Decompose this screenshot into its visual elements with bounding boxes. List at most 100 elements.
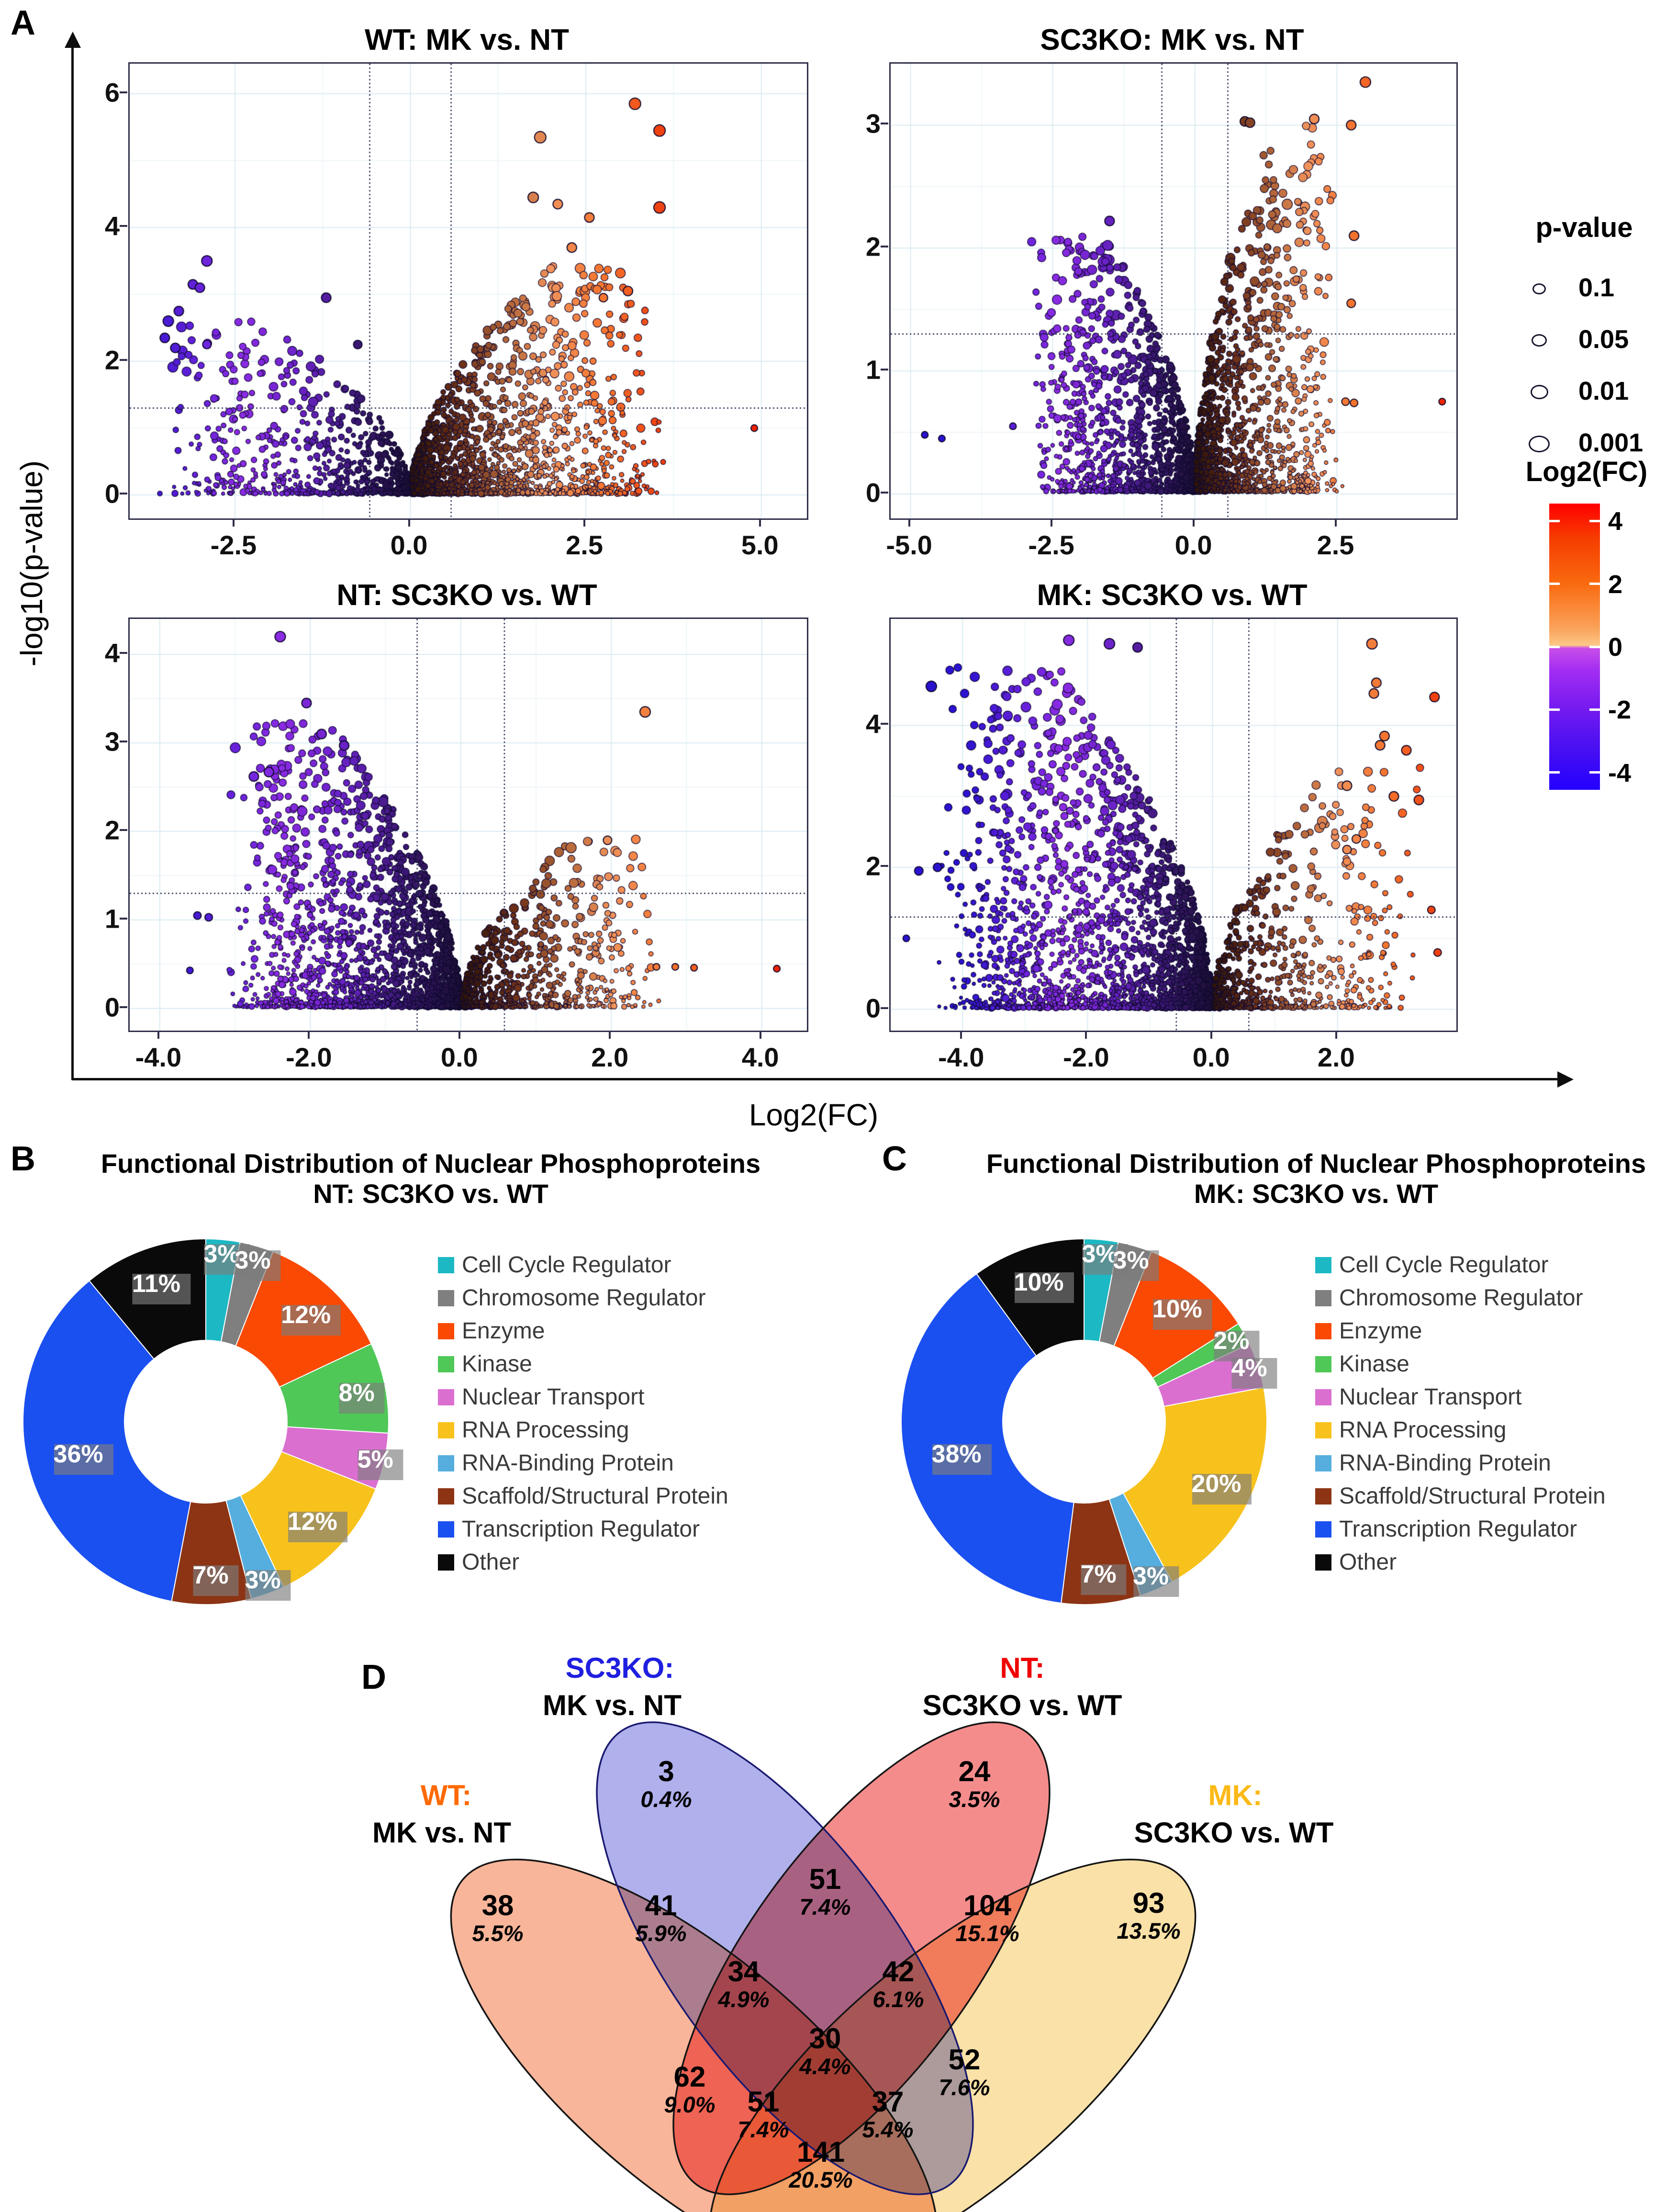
x-tick-mark xyxy=(1050,519,1052,527)
y-tick-label: 0 xyxy=(865,477,881,508)
legend-label: Chromosome Regulator xyxy=(1339,1285,1583,1311)
y-tick-mark xyxy=(120,225,127,227)
venn-region-pct: 0.4% xyxy=(640,1786,692,1812)
y-tick-mark xyxy=(120,359,127,361)
legend-label: Kinase xyxy=(462,1351,532,1377)
volcano-plot-mk-sc3ko-vs-wt: MK: SC3KO vs. WT -4.0 -2.0 0.0 2.0 0 2 4 xyxy=(866,579,1458,1072)
legend-label: RNA-Binding Protein xyxy=(1339,1450,1551,1476)
colorbar-tick-label: 2 xyxy=(1608,570,1623,599)
y-tick-label: 2 xyxy=(865,851,881,881)
legend-swatch xyxy=(1315,1521,1331,1538)
legend-label: Enzyme xyxy=(1339,1318,1422,1344)
colorbar-tick-label: -2 xyxy=(1608,696,1632,725)
donut-pct-label: 3% xyxy=(230,1245,275,1276)
legend-swatch xyxy=(438,1488,454,1505)
plot-area xyxy=(889,618,1458,1032)
x-tick-mark xyxy=(960,1031,962,1039)
venn-ellipse-outline-wt xyxy=(450,1858,938,2212)
legend-swatch xyxy=(1315,1554,1331,1571)
y-tick-label: 6 xyxy=(104,77,120,108)
y-axis-arrowhead-icon xyxy=(65,32,81,48)
legend-swatch xyxy=(438,1323,454,1339)
venn-region-count: 62 xyxy=(674,2061,706,2093)
donut-c-title: Functional Distribution of Nuclear Phosp… xyxy=(900,1148,1666,1209)
donut-pct-label: 11% xyxy=(127,1269,185,1299)
donut-pct-label: 3% xyxy=(240,1565,285,1595)
legend-label: Kinase xyxy=(1339,1351,1409,1377)
legend-item: Enzyme xyxy=(1315,1314,1606,1347)
venn-region-count: 104 xyxy=(963,1889,1012,1921)
x-axis-label: Log2(FC) xyxy=(749,1098,879,1132)
legend-label: RNA Processing xyxy=(1339,1417,1507,1443)
pvalue-size-label: 0.1 xyxy=(1578,273,1615,302)
legend-swatch xyxy=(1315,1422,1331,1438)
x-tick-mark xyxy=(1085,1031,1087,1039)
x-tick-mark xyxy=(583,519,586,527)
y-tick-label: 4 xyxy=(865,708,881,739)
legend-swatch xyxy=(438,1521,454,1538)
venn-region-pct: 4.4% xyxy=(799,2054,850,2079)
legend-item: Enzyme xyxy=(438,1314,728,1347)
y-tick-label: 3 xyxy=(104,726,120,757)
donut-pct-label: 12% xyxy=(283,1506,342,1537)
legend-swatch xyxy=(438,1554,454,1571)
venn-set-sublabel-nt: SC3KO vs. WT xyxy=(923,1689,1122,1721)
volcano-title: MK: SC3KO vs. WT xyxy=(1037,579,1308,612)
x-tick-mark xyxy=(408,519,410,527)
x-tick-label: 0.0 xyxy=(1192,1042,1230,1072)
venn-region-count: 34 xyxy=(728,1955,760,1987)
venn-ellipse-outline-nt xyxy=(672,1721,1051,2195)
venn-region-pct: 20.5% xyxy=(788,2167,852,2192)
y-tick-mark xyxy=(120,917,127,920)
legend-swatch xyxy=(438,1257,454,1273)
donut-pct-label: 10% xyxy=(1148,1294,1207,1325)
legend-swatch xyxy=(1315,1323,1331,1339)
venn-region-pct: 9.0% xyxy=(664,2092,715,2117)
legend-item: Cell Cycle Regulator xyxy=(438,1248,728,1281)
colorbar-tick-label: -4 xyxy=(1608,758,1632,787)
venn-region-pct: 7.4% xyxy=(799,1894,850,1920)
legend-item: Transcription Regulator xyxy=(1315,1513,1606,1546)
x-tick-mark xyxy=(609,1031,611,1039)
venn-region-pct: 3.5% xyxy=(949,1786,1000,1812)
y-tick-mark xyxy=(881,865,888,867)
volcano-plot-sc3ko-mk-vs-nt: SC3KO: MK vs. NT -5.0 -2.5 0.0 2.5 0 1 2 3 xyxy=(866,23,1458,560)
donut-pct-label: 10% xyxy=(1009,1267,1069,1298)
volcano-title: NT: SC3KO vs. WT xyxy=(336,579,597,612)
legend-swatch xyxy=(1315,1455,1331,1471)
legend-swatch xyxy=(438,1389,454,1405)
x-tick-label: -2.0 xyxy=(286,1042,332,1072)
x-tick-label: 0.0 xyxy=(390,530,428,560)
venn-set-label-mk: MK: xyxy=(1208,1779,1262,1811)
legend-label: Nuclear Transport xyxy=(1339,1384,1522,1410)
colorbar-tick-left xyxy=(1549,771,1560,774)
x-tick-label: -2.5 xyxy=(1028,530,1074,560)
pvalue-size-label: 0.001 xyxy=(1578,428,1644,457)
venn-region-count: 41 xyxy=(645,1889,677,1921)
x-tick-label: 0.0 xyxy=(440,1042,478,1072)
x-tick-label: 5.0 xyxy=(741,530,779,560)
x-axis-arrowhead-icon xyxy=(1557,1071,1574,1088)
legend-label: Cell Cycle Regulator xyxy=(1339,1252,1549,1278)
y-tick-mark xyxy=(881,368,888,371)
venn-region-count: 141 xyxy=(797,2136,845,2168)
legend-item: Chromosome Regulator xyxy=(1315,1281,1606,1314)
panel-a-label: A xyxy=(11,4,35,42)
x-tick-label: -4.0 xyxy=(135,1042,182,1072)
donut-b-title: Functional Distribution of Nuclear Phosp… xyxy=(14,1148,847,1209)
venn-diagram: WT: MK vs. NT SC3KO: MK vs. NT NT: SC3KO vs. … xyxy=(372,1652,1333,2212)
donut-b-legend: Cell Cycle Regulator Chromosome Regulator… xyxy=(438,1248,728,1579)
x-tick-label: -2.5 xyxy=(210,530,257,560)
x-tick-label: 4.0 xyxy=(741,1042,779,1072)
donut-ring xyxy=(901,1238,1267,1605)
x-tick-label: 2.5 xyxy=(1317,530,1354,560)
legend-swatch xyxy=(1315,1290,1331,1306)
y-tick-label: 0 xyxy=(104,478,120,509)
x-tick-mark xyxy=(1335,1031,1337,1039)
y-tick-mark xyxy=(120,740,127,742)
donut-pct-label: 36% xyxy=(49,1439,108,1470)
venn-ellipse-fill-mk xyxy=(709,1859,1196,2212)
colorbar-tick-right xyxy=(1589,519,1600,522)
donut-pct-label: 8% xyxy=(334,1378,380,1408)
